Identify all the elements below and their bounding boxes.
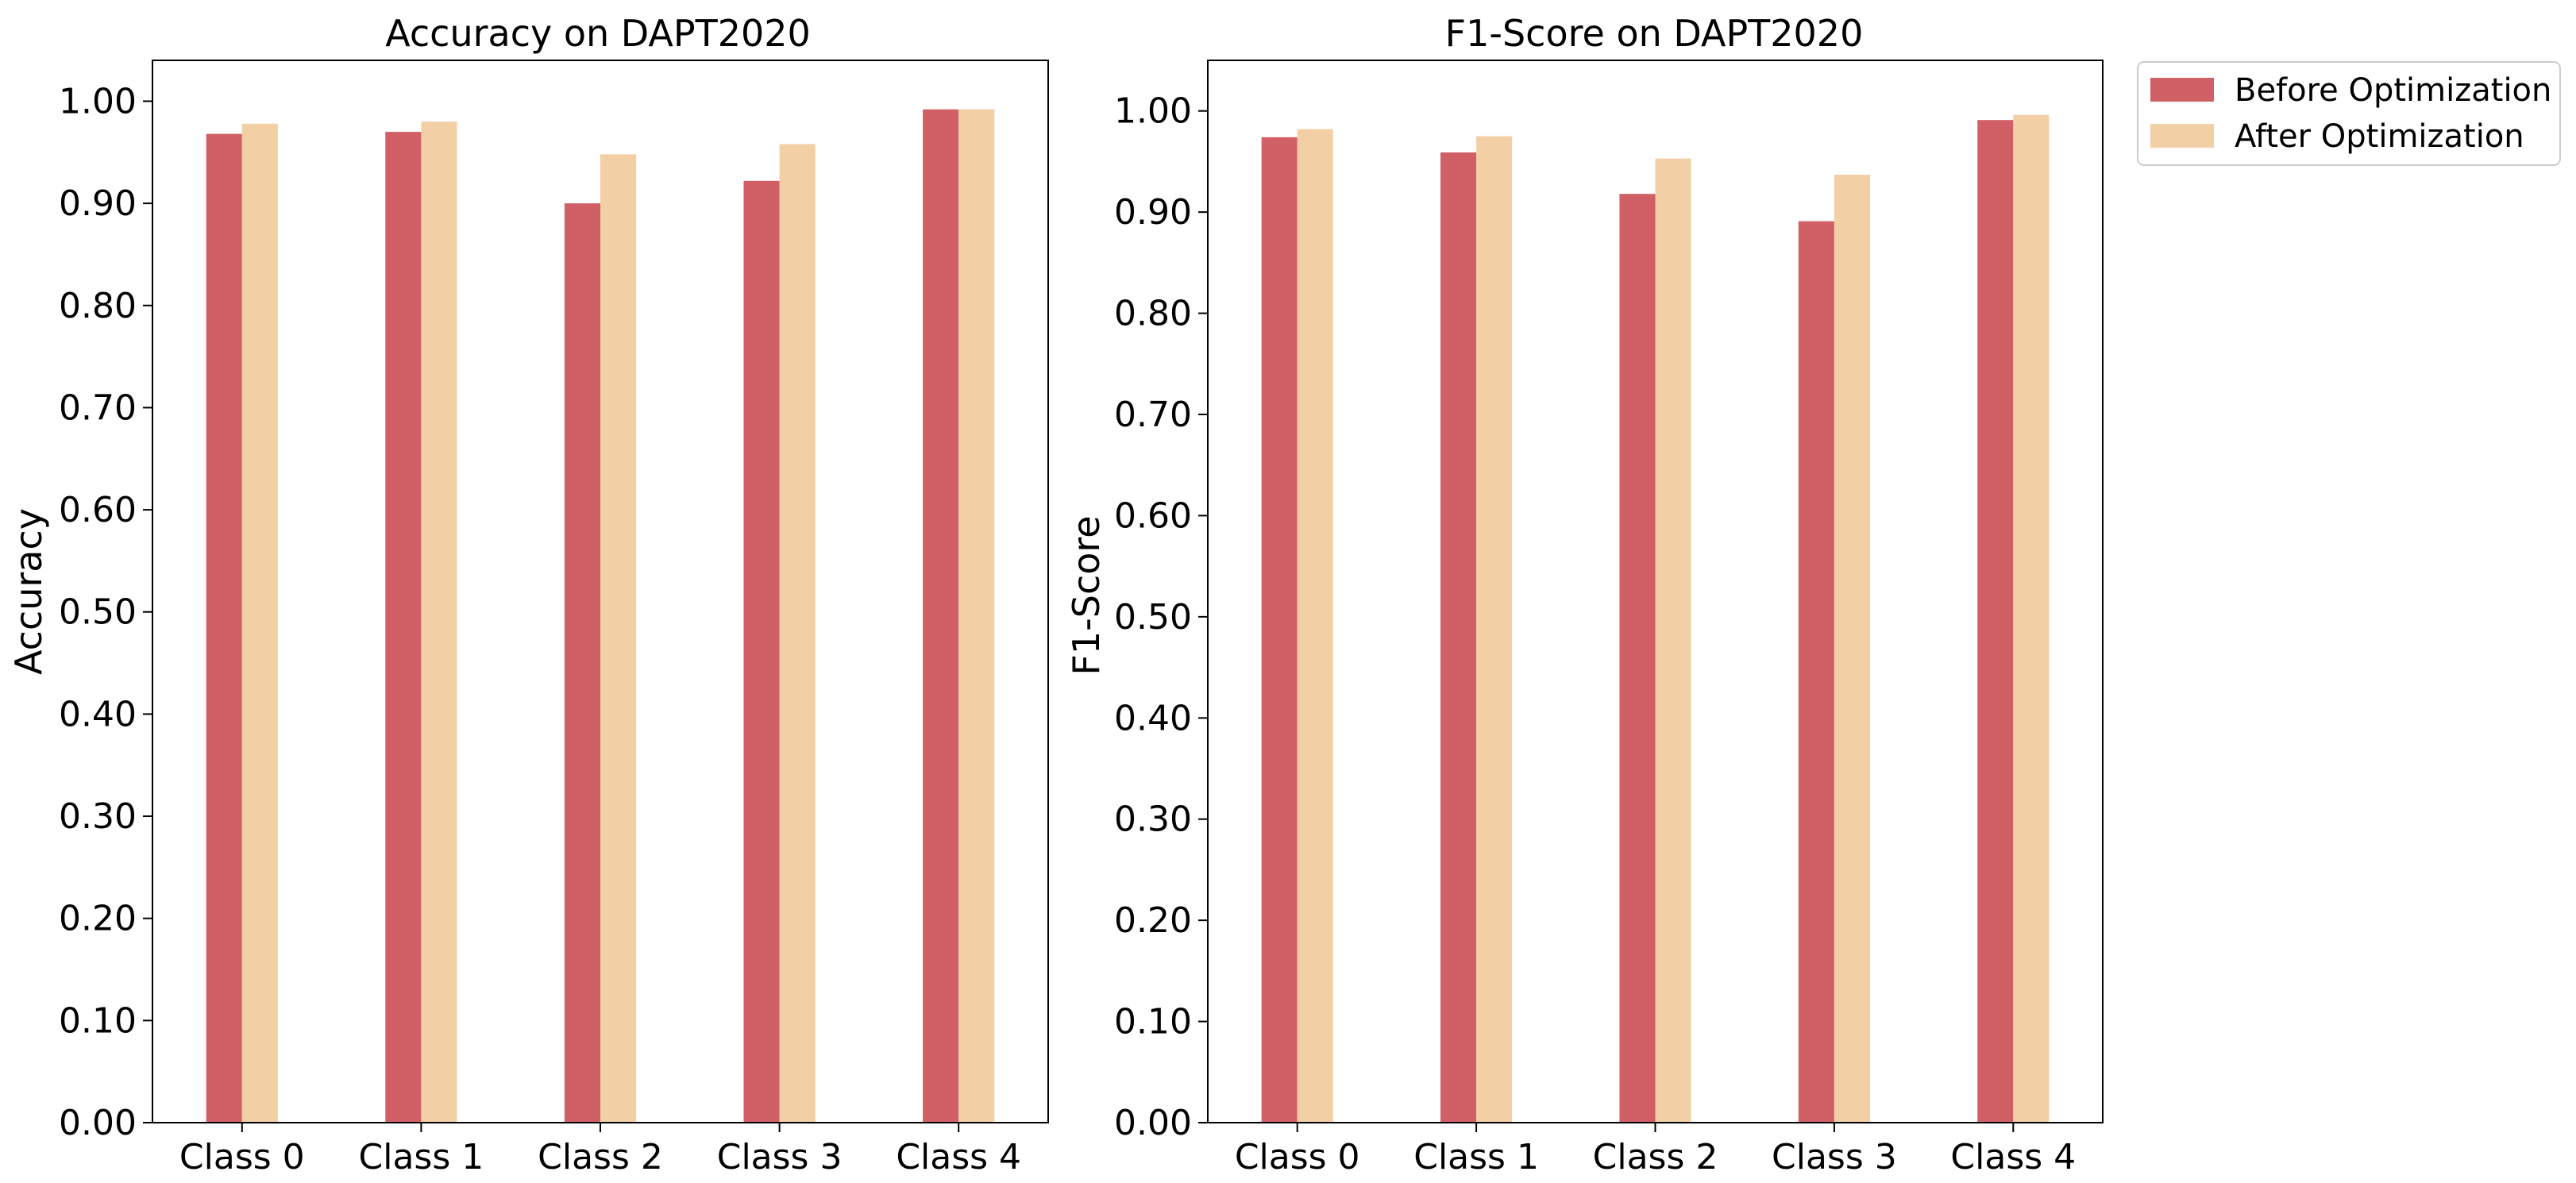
x-tick-label: Class 3	[1772, 1137, 1897, 1177]
x-tick-label: Class 2	[538, 1137, 663, 1177]
bar-before-optimization-class-1	[385, 132, 422, 1123]
y-ticks: 0.00 0.10 0.20 0.30 0.40 0.50 0.60 0.70 0.80 0.90…	[59, 81, 152, 1143]
y-tick-label: 0.80	[59, 286, 137, 326]
y-axis-label: F1-Score	[1065, 515, 1108, 675]
bar-after-optimization-class-1	[1476, 136, 1513, 1123]
bar-before-optimization-class-2	[564, 203, 600, 1123]
bar-before-optimization-class-3	[1798, 221, 1834, 1123]
legend-swatch-before-optimization	[2150, 78, 2214, 102]
y-tick-label: 0.40	[1114, 698, 1192, 738]
y-tick-label: 0.50	[1114, 597, 1192, 638]
bar-before-optimization-class-3	[743, 180, 780, 1123]
legend-box	[2137, 61, 2561, 166]
x-ticks: Class 0 Class 1 Class 2 Class 3 Class 4	[179, 1123, 1021, 1177]
y-tick-label: 0.20	[59, 899, 137, 939]
y-tick-label: 0.10	[59, 1000, 137, 1041]
x-tick-label: Class 4	[1950, 1137, 2076, 1177]
y-tick-label: 0.50	[59, 592, 137, 633]
y-axis-label: Accuracy	[7, 508, 50, 675]
bar-after-optimization-class-0	[1297, 129, 1333, 1123]
y-tick-label: 0.70	[59, 387, 137, 428]
bar-after-optimization-class-2	[1655, 158, 1691, 1123]
bar-after-optimization-class-1	[421, 121, 457, 1123]
bar-before-optimization-class-4	[923, 109, 959, 1123]
y-tick-label: 1.00	[59, 81, 137, 121]
y-tick-label: 1.00	[1114, 91, 1192, 132]
x-tick-label: Class 1	[1413, 1137, 1539, 1177]
y-tick-label: 0.90	[59, 183, 137, 224]
x-tick-label: Class 1	[359, 1137, 484, 1177]
x-tick-label: Class 0	[179, 1137, 305, 1177]
legend-label-before-optimization: Before Optimization	[2235, 72, 2551, 109]
y-ticks: 0.00 0.10 0.20 0.30 0.40 0.50 0.60 0.70 0.80 0.90…	[1114, 91, 1208, 1143]
bar-before-optimization-class-4	[1977, 120, 2014, 1123]
y-tick-label: 0.30	[59, 796, 137, 837]
bar-after-optimization-class-3	[779, 144, 816, 1123]
x-tick-label: Class 2	[1593, 1137, 1718, 1177]
plot-frame	[152, 60, 1049, 1123]
accuracy-chart: Accuracy on DAPT2020 Accuracy 0.000.100.…	[7, 12, 1049, 1177]
bar-before-optimization-class-1	[1440, 152, 1477, 1123]
y-tick-label: 0.70	[1114, 395, 1192, 435]
legend-label-after-optimization: After Optimization	[2235, 118, 2524, 155]
bar-after-optimization-class-2	[600, 154, 637, 1123]
y-tick-label: 0.20	[1114, 900, 1192, 941]
bars	[206, 109, 995, 1123]
f1-score-chart: F1-Score on DAPT2020 F1-Score 0.000.100.…	[1065, 12, 2104, 1177]
bar-before-optimization-class-0	[1261, 137, 1298, 1123]
x-tick-label: Class 4	[896, 1137, 1021, 1177]
legend: Before Optimization After Optimization	[2137, 61, 2561, 166]
bar-after-optimization-class-4	[2013, 114, 2050, 1123]
y-tick-label: 0.10	[1114, 1002, 1192, 1042]
bar-after-optimization-class-4	[958, 109, 995, 1123]
bar-after-optimization-class-0	[241, 123, 278, 1123]
legend-swatch-after-optimization	[2150, 124, 2214, 148]
y-tick-label: 0.30	[1114, 800, 1192, 840]
y-tick-label: 0.40	[59, 694, 137, 734]
bar-before-optimization-class-2	[1619, 194, 1656, 1123]
y-tick-label: 0.80	[1114, 294, 1192, 334]
y-tick-label: 0.00	[1114, 1103, 1192, 1143]
bars	[1261, 114, 2050, 1123]
y-tick-label: 0.00	[59, 1103, 137, 1143]
x-tick-label: Class 0	[1235, 1137, 1360, 1177]
bar-before-optimization-class-0	[206, 133, 242, 1123]
y-tick-label: 0.60	[59, 490, 137, 530]
y-tick-label: 0.90	[1114, 192, 1192, 233]
x-ticks: Class 0 Class 1 Class 2 Class 3 Class 4	[1235, 1123, 2076, 1177]
chart-title: F1-Score on DAPT2020	[1445, 12, 1864, 55]
chart-title: Accuracy on DAPT2020	[385, 12, 811, 55]
y-tick-label: 0.60	[1114, 495, 1192, 536]
x-tick-label: Class 3	[717, 1137, 843, 1177]
bar-after-optimization-class-3	[1834, 174, 1870, 1123]
plot-frame	[1207, 60, 2104, 1123]
